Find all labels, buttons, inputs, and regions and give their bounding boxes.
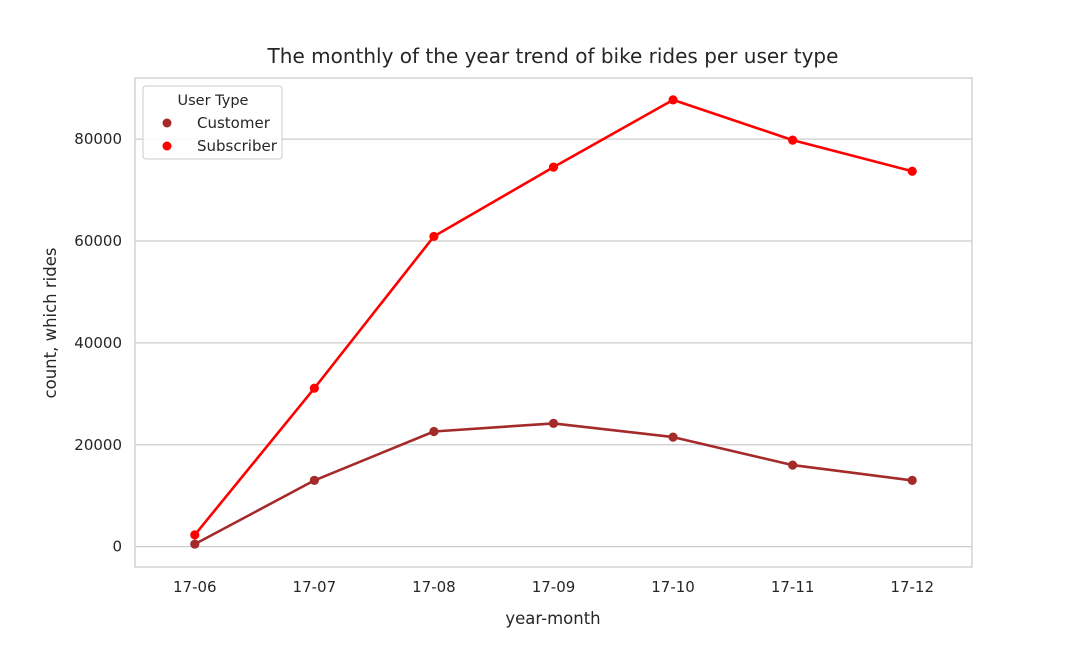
series-group: [190, 95, 917, 549]
x-tick-labels: 17-06 17-07 17-08 17-09 17-10 17-11 17-12: [173, 578, 934, 596]
data-point-subscriber: [668, 95, 678, 105]
legend-label-subscriber: Subscriber: [197, 137, 278, 155]
legend-label-customer: Customer: [197, 114, 271, 132]
plot-frame: [134, 77, 973, 568]
y-tick-labels: 0 20000 40000 60000 80000: [74, 130, 122, 556]
x-axis-label: year-month: [505, 609, 600, 628]
y-tick-label: 0: [112, 538, 122, 556]
data-point-customer: [788, 460, 798, 470]
data-point-subscriber: [309, 383, 319, 393]
data-point-subscriber: [788, 135, 798, 145]
y-tick-label: 40000: [74, 334, 122, 352]
x-tick-label: 17-07: [293, 578, 337, 596]
data-point-customer: [668, 432, 678, 442]
grid-lines: [135, 138, 972, 548]
legend-marker-subscriber: [162, 141, 172, 151]
data-point-subscriber: [548, 162, 559, 172]
data-point-customer: [190, 539, 200, 549]
y-axis-label: count, which rides: [41, 248, 60, 399]
data-point-customer: [309, 475, 319, 486]
legend-title: User Type: [178, 93, 249, 109]
x-tick-label: 17-11: [771, 578, 815, 596]
legend-marker-customer: [162, 118, 172, 128]
x-tick-label: 17-08: [412, 578, 456, 596]
x-tick-label: 17-09: [532, 578, 576, 596]
data-point-customer: [907, 475, 917, 486]
y-tick-label: 20000: [74, 436, 122, 454]
legend-box: [142, 85, 283, 160]
data-point-customer: [548, 418, 559, 428]
x-tick-label: 17-12: [890, 578, 934, 596]
data-point-customer: [429, 426, 439, 437]
data-point-subscriber: [907, 166, 917, 176]
x-tick-label: 17-06: [173, 578, 217, 596]
y-tick-label: 60000: [74, 232, 122, 250]
data-point-subscriber: [429, 231, 439, 242]
chart-title: The monthly of the year trend of bike ri…: [267, 44, 839, 68]
x-tick-label: 17-10: [651, 578, 695, 596]
y-tick-label: 80000: [74, 130, 122, 148]
data-point-subscriber: [190, 530, 200, 540]
legend: User Type Customer Subscriber: [142, 85, 283, 160]
